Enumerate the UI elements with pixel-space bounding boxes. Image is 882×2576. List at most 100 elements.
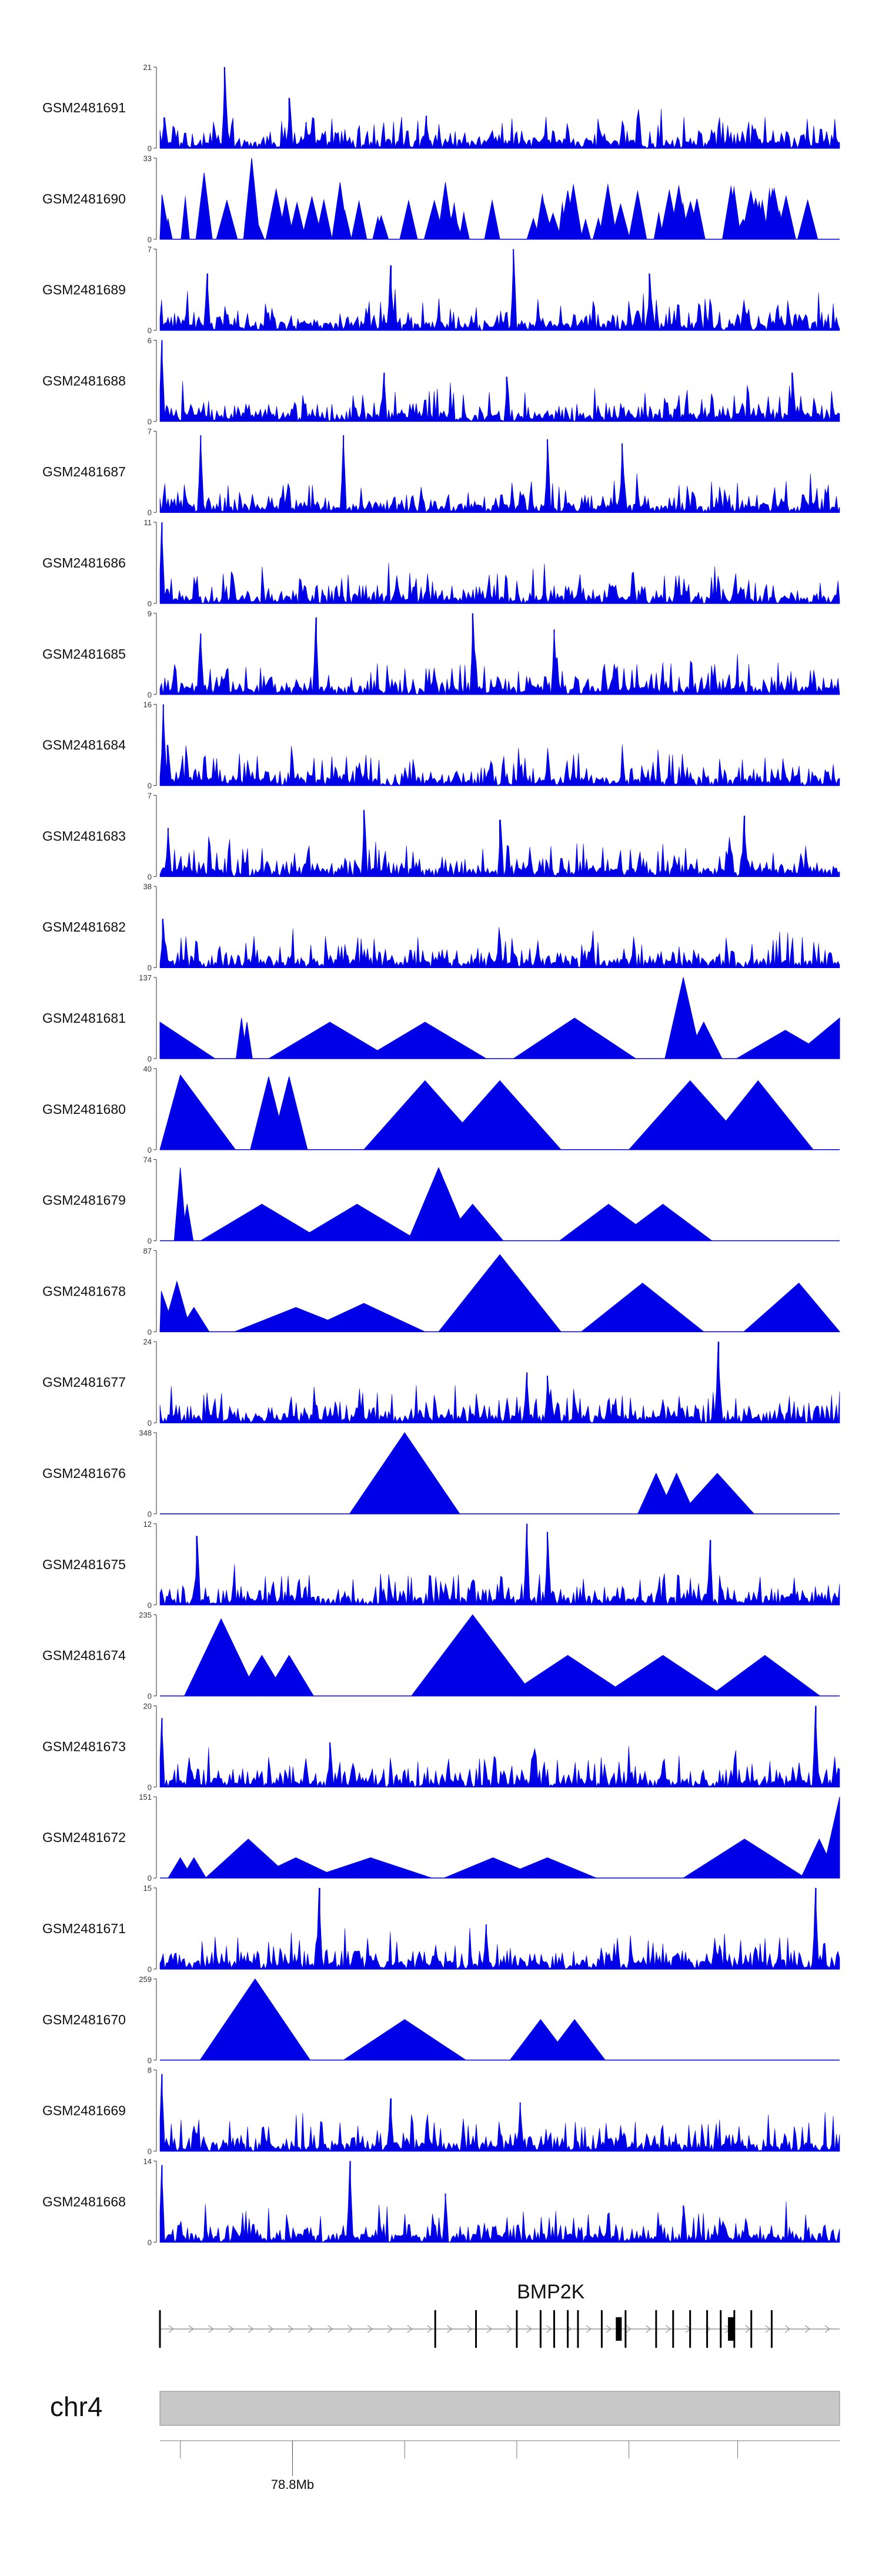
coverage-peak [264, 1654, 315, 1697]
track-label: GSM2481668 [42, 2194, 126, 2209]
strand-arrow-icon [407, 2325, 413, 2333]
coverage-peak [558, 201, 567, 239]
coverage-peak [410, 1614, 534, 1697]
coverage-area [159, 522, 840, 604]
coverage-peak [199, 1203, 325, 1242]
coverage-peak [309, 1857, 432, 1878]
coverage-marks [159, 1887, 840, 1970]
coverage-area [159, 613, 840, 695]
gene-exon [728, 2317, 734, 2341]
gene-exon [434, 2310, 436, 2348]
y-tick-min: 0 [148, 1055, 152, 1063]
coverage-peak [301, 195, 323, 239]
track-GSM2481671: GSM2481671 15 0 [42, 1884, 840, 1974]
y-tick-min: 0 [148, 1237, 152, 1246]
track-GSM2481686: GSM2481686 11 0 [42, 518, 840, 608]
coverage-peak [682, 1838, 807, 1878]
y-tick-max: 87 [143, 1246, 152, 1255]
coverage-area [159, 2074, 840, 2152]
coverage-peak [752, 200, 766, 239]
track-label: GSM2481690 [42, 191, 126, 206]
track-label: GSM2481675 [42, 1557, 126, 1572]
y-tick-min: 0 [148, 2238, 152, 2247]
track-GSM2481681: GSM2481681 137 0 [42, 973, 840, 1063]
track-GSM2481670: GSM2481670 259 0 [42, 1975, 840, 2065]
y-tick-min: 0 [148, 872, 152, 881]
strand-arrow-icon [745, 2325, 751, 2333]
chromosome-track: chr4 78.8Mb [50, 2391, 840, 2492]
coverage-peak [178, 1307, 210, 1332]
coverage-marks [159, 340, 840, 422]
coverage-marks [159, 1254, 841, 1332]
coverage-peak [437, 1254, 562, 1332]
coverage-peak [441, 1203, 504, 1242]
coverage-marks [159, 1523, 840, 1606]
coverage-peak [423, 199, 445, 239]
track-GSM2481676: GSM2481676 348 0 [42, 1429, 840, 1519]
strand-arrow-icon [208, 2325, 214, 2333]
strand-arrow-icon [466, 2325, 473, 2333]
track-label: GSM2481670 [42, 2012, 126, 2027]
coverage-peak [162, 1280, 192, 1332]
coverage-peak [205, 1838, 292, 1878]
coverage-peak [243, 212, 265, 239]
y-tick-min: 0 [148, 690, 152, 699]
coverage-area [159, 1342, 840, 1423]
coverage-peak [342, 2019, 467, 2061]
track-label: GSM2481684 [42, 738, 126, 753]
coverage-peak [181, 195, 190, 239]
coverage-area [159, 704, 840, 786]
y-tick-max: 8 [148, 2066, 152, 2075]
coverage-peak [543, 2018, 606, 2061]
y-tick-max: 15 [143, 1884, 152, 1893]
coverage-peak [512, 1017, 637, 1059]
coverage-area [159, 340, 840, 422]
coverage-peak [199, 1978, 311, 2061]
strand-arrow-icon [646, 2325, 652, 2333]
coverage-marks [159, 2074, 840, 2152]
coverage-peak [253, 1857, 339, 1878]
strand-arrow-icon [824, 2325, 831, 2333]
track-label: GSM2481681 [42, 1010, 126, 1026]
y-tick-max: 348 [139, 1429, 152, 1437]
y-tick-max: 7 [148, 245, 152, 254]
gene-exon [567, 2310, 569, 2348]
track-GSM2481683: GSM2481683 7 0 [42, 791, 840, 881]
gene-exon [516, 2310, 518, 2348]
y-tick-min: 0 [148, 2147, 152, 2156]
coverage-marks [159, 66, 840, 149]
gene-exon [672, 2310, 674, 2348]
gene-exon [655, 2310, 657, 2348]
coverage-peak [270, 1076, 308, 1150]
coverage-area [159, 919, 840, 968]
y-tick-max: 7 [148, 791, 152, 800]
strand-arrow-icon [268, 2325, 274, 2333]
y-tick-max: 14 [143, 2157, 152, 2165]
y-tick-max: 259 [139, 1975, 152, 1984]
gene-exon [750, 2310, 753, 2348]
y-tick-max: 74 [143, 1156, 152, 1164]
gene-exon [689, 2310, 691, 2348]
strand-arrow-icon [328, 2325, 333, 2333]
track-GSM2481689: GSM2481689 7 0 [42, 245, 840, 335]
coverage-peak [628, 189, 647, 239]
track-GSM2481690: GSM2481690 33 0 [42, 154, 840, 244]
y-tick-max: 6 [148, 336, 152, 345]
coverage-peak [268, 1022, 392, 1059]
coverage-peak [580, 218, 592, 239]
y-tick-max: 16 [143, 700, 152, 709]
coverage-peak [534, 193, 550, 239]
coverage-peak [598, 183, 617, 239]
coverage-marks [159, 2161, 840, 2243]
coverage-peak [790, 1017, 840, 1059]
y-tick-max: 151 [139, 1793, 152, 1801]
strand-arrow-icon [666, 2325, 671, 2333]
coverage-area [159, 2161, 840, 2243]
y-tick-min: 0 [148, 235, 152, 244]
gene-exon [159, 2310, 161, 2348]
coverage-marks [159, 158, 818, 240]
track-GSM2481680: GSM2481680 40 0 [42, 1065, 840, 1154]
strand-arrow-icon [387, 2325, 393, 2333]
y-tick-min: 0 [148, 417, 152, 426]
